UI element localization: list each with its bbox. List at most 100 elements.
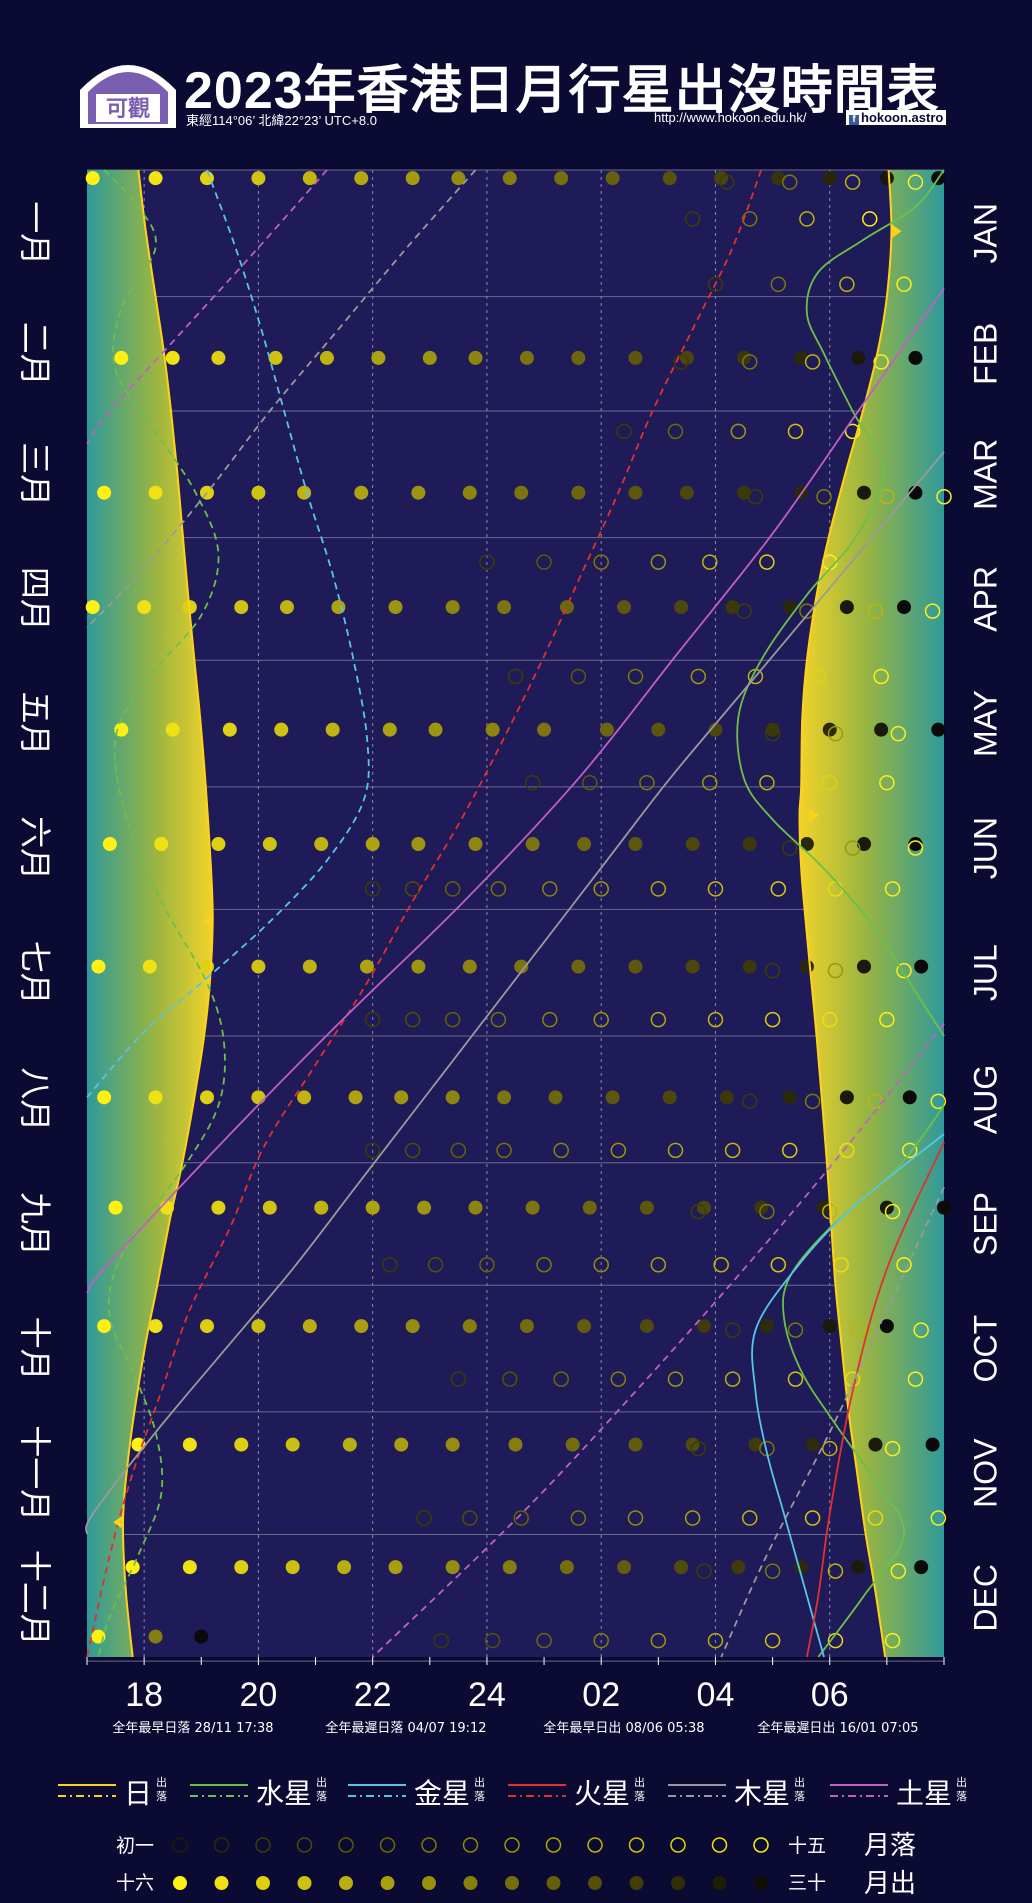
moonset-dot: [650, 1632, 667, 1649]
moonset-dot: [781, 840, 798, 856]
legend-moonrise-dot: [588, 1876, 602, 1890]
moonset-dot: [890, 1563, 907, 1579]
moonrise-dot: [628, 837, 643, 852]
moonset-dot: [879, 1011, 895, 1028]
moonset-dot: [479, 554, 495, 570]
moonrise-dot: [857, 959, 872, 974]
legend-rise-char: 出: [474, 1775, 485, 1789]
moonset-dot: [844, 840, 861, 856]
legend-rise-char: 出: [794, 1775, 805, 1789]
moonset-dot: [610, 1371, 627, 1387]
jupiter-rise-curve: [85, 451, 945, 1535]
moonrise-dot: [605, 171, 620, 186]
moonset-dot: [667, 423, 684, 440]
moonrise-dot: [617, 600, 632, 615]
moonrise-dot: [554, 171, 569, 186]
moonset-dot: [804, 354, 821, 370]
moonset-dot: [724, 1322, 741, 1338]
moonrise-dot: [628, 350, 643, 365]
mars-rise-curve: [806, 1141, 945, 1658]
moonrise-dot: [148, 1090, 163, 1105]
moonrise-dot: [725, 600, 740, 615]
moonrise-dot: [388, 1560, 403, 1575]
moonset-dot: [907, 840, 924, 856]
moonrise-dot: [405, 171, 420, 186]
legend-moonset-dot: [172, 1837, 188, 1853]
moonrise-dot: [577, 837, 592, 852]
website-link[interactable]: http://www.hokoon.edu.hk/: [654, 110, 807, 125]
legend-set-char: 落: [634, 1790, 645, 1803]
moonset-dot: [896, 1256, 912, 1273]
moonset-dot: [570, 1510, 587, 1526]
moonrise-dot: [348, 1090, 363, 1105]
moonset-dot: [827, 962, 844, 979]
grid: [86, 169, 945, 1665]
moonset-dot: [650, 1011, 667, 1028]
moonset-dot: [524, 774, 541, 791]
moonrise-dot: [251, 485, 266, 500]
x-tick-label: 06: [811, 1676, 849, 1714]
moonset-dot: [582, 774, 598, 791]
moonrise-dot: [445, 600, 460, 615]
moonset-dot: [884, 881, 901, 897]
moonset-dot: [764, 1632, 781, 1649]
legend-item-label: 日: [124, 1777, 152, 1810]
moonrise-dot: [679, 485, 694, 500]
moonrise-dot: [314, 837, 329, 852]
legend-moonset-dot: [421, 1837, 437, 1853]
mercury-rise-curve: [736, 169, 945, 1037]
moonrise-dot: [839, 600, 854, 615]
legend-moonrise-dot: [463, 1876, 478, 1890]
moonset-dot: [707, 1011, 724, 1028]
moonset-dot: [667, 1142, 684, 1159]
moonrise-dot: [868, 1437, 883, 1452]
legend-moonrise-dot: [297, 1876, 312, 1890]
moonrise-dot: [148, 1629, 163, 1644]
moonrise-dot: [685, 959, 700, 974]
moonset-dot: [707, 1632, 724, 1649]
moonrise-dot: [251, 1319, 266, 1334]
month-label-zh: 六月: [16, 816, 54, 880]
moonrise-dot: [485, 722, 500, 737]
month-label-en: OCT: [967, 1315, 1003, 1383]
moonrise-dot: [462, 485, 477, 500]
saturn-set-curve: [372, 1023, 945, 1658]
month-label-en: NOV: [967, 1438, 1003, 1508]
moonrise-dot: [571, 959, 586, 974]
moonrise-dot: [537, 722, 552, 737]
month-label-en: AUG: [967, 1065, 1003, 1134]
moonrise-dot: [354, 171, 369, 186]
x-tick-label: 24: [468, 1676, 506, 1714]
moonset-dot: [873, 354, 889, 370]
moonrise-dot: [879, 1319, 894, 1334]
moonrise-dot: [97, 1319, 112, 1334]
mars-set-curve: [86, 169, 763, 1658]
planet-curves: [85, 169, 945, 1658]
moonset-dot: [913, 1322, 929, 1338]
moonrise-dot: [297, 1090, 312, 1105]
legend-moonset-dot: [711, 1837, 728, 1853]
moonrise-dot: [937, 1200, 951, 1215]
moonrise-dot: [565, 1437, 580, 1452]
moonset-dot: [787, 1371, 804, 1387]
moonset-dot: [821, 1011, 838, 1028]
facebook-link[interactable]: f hokoon.astro: [846, 110, 947, 125]
moonrise-dot: [359, 959, 374, 974]
legend-rise-char: 出: [156, 1775, 167, 1789]
legend-moonrise-dot: [754, 1876, 768, 1890]
moonrise-dot: [914, 959, 929, 974]
moonrise-start-label: 十六: [116, 1872, 154, 1894]
legend-moonrise-dot: [671, 1876, 685, 1890]
moonrise-dot: [794, 350, 809, 365]
moonset-dot: [907, 174, 924, 190]
legend-moonrise-dot: [422, 1876, 436, 1890]
moonset-dot: [804, 1510, 821, 1526]
legend-moonset-dot: [379, 1837, 396, 1853]
moonset-dot: [901, 1142, 918, 1159]
moonset-dot: [799, 211, 815, 227]
moonrise-dot: [268, 350, 283, 365]
moonset-dot: [542, 881, 558, 897]
moonrise-dot: [685, 837, 700, 852]
moonset-dot: [570, 668, 587, 685]
moonrise-dot: [662, 1090, 677, 1105]
